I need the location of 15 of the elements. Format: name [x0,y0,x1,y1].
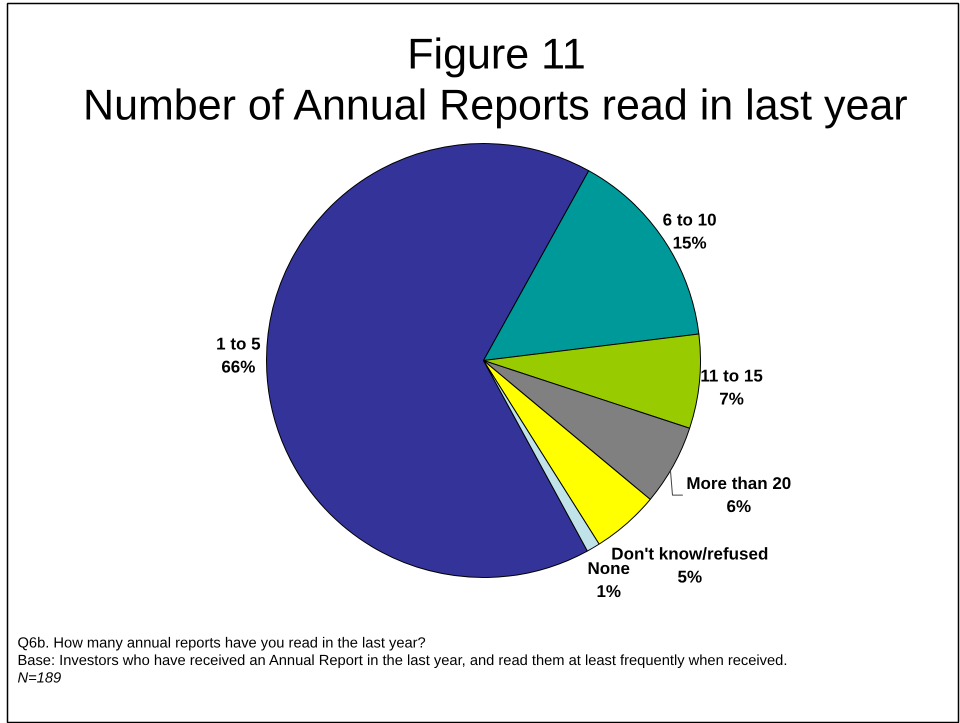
text: Q6b. How many annual reports have you read in the last year? [18,636,426,652]
data-label: 7% [719,389,744,408]
slice-label: 6 to 10 [662,210,717,230]
data-label: 6% [726,497,752,516]
slice-label: More than 20 [686,474,792,494]
chart-title: Figure 11 [407,30,586,78]
data-label: 15% [672,234,707,253]
slice-label: 1 to 5 [216,334,261,354]
data-label: 5% [678,567,702,586]
slice-label: 11 to 15 [700,366,763,386]
data-label: 66% [221,357,256,376]
chart-subtitle: Number of Annual Reports read in last year [83,82,908,130]
text: Base: Investors who have received an Annual Report in the last year, and read them at least frequently when received. [18,653,788,669]
text: N=189 [18,670,62,686]
data-label: 1% [596,582,622,602]
